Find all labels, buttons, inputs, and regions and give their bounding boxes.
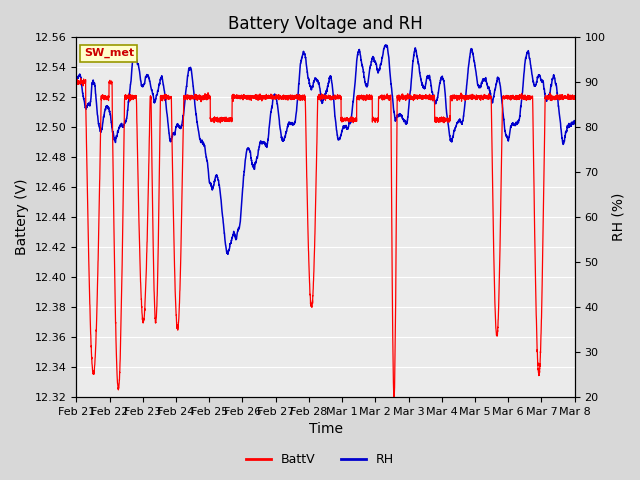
- RH: [486, 91, 494, 96]
- RH: [371, 58, 378, 64]
- BattV: [344, 117, 351, 122]
- Title: Battery Voltage and RH: Battery Voltage and RH: [228, 15, 423, 33]
- RH: [224, 252, 232, 257]
- BattV: [390, 396, 398, 402]
- RH: [72, 77, 80, 83]
- BattV: [176, 291, 184, 297]
- BattV: [462, 95, 470, 101]
- RH: [499, 113, 507, 119]
- RH: [176, 124, 184, 130]
- Legend: BattV, RH: BattV, RH: [241, 448, 399, 471]
- Line: RH: RH: [76, 45, 575, 254]
- RH: [381, 42, 389, 48]
- BattV: [486, 94, 494, 100]
- BattV: [371, 117, 378, 122]
- RH: [462, 90, 470, 96]
- BattV: [72, 79, 80, 85]
- BattV: [571, 94, 579, 99]
- RH: [344, 126, 351, 132]
- BattV: [499, 93, 507, 98]
- Y-axis label: Battery (V): Battery (V): [15, 179, 29, 255]
- Y-axis label: RH (%): RH (%): [611, 193, 625, 241]
- Line: BattV: BattV: [76, 78, 575, 399]
- BattV: [77, 75, 84, 81]
- Text: SW_met: SW_met: [84, 48, 134, 59]
- X-axis label: Time: Time: [308, 422, 342, 436]
- RH: [571, 120, 579, 126]
